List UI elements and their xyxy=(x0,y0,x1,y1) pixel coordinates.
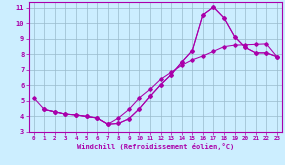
X-axis label: Windchill (Refroidissement éolien,°C): Windchill (Refroidissement éolien,°C) xyxy=(77,143,234,149)
